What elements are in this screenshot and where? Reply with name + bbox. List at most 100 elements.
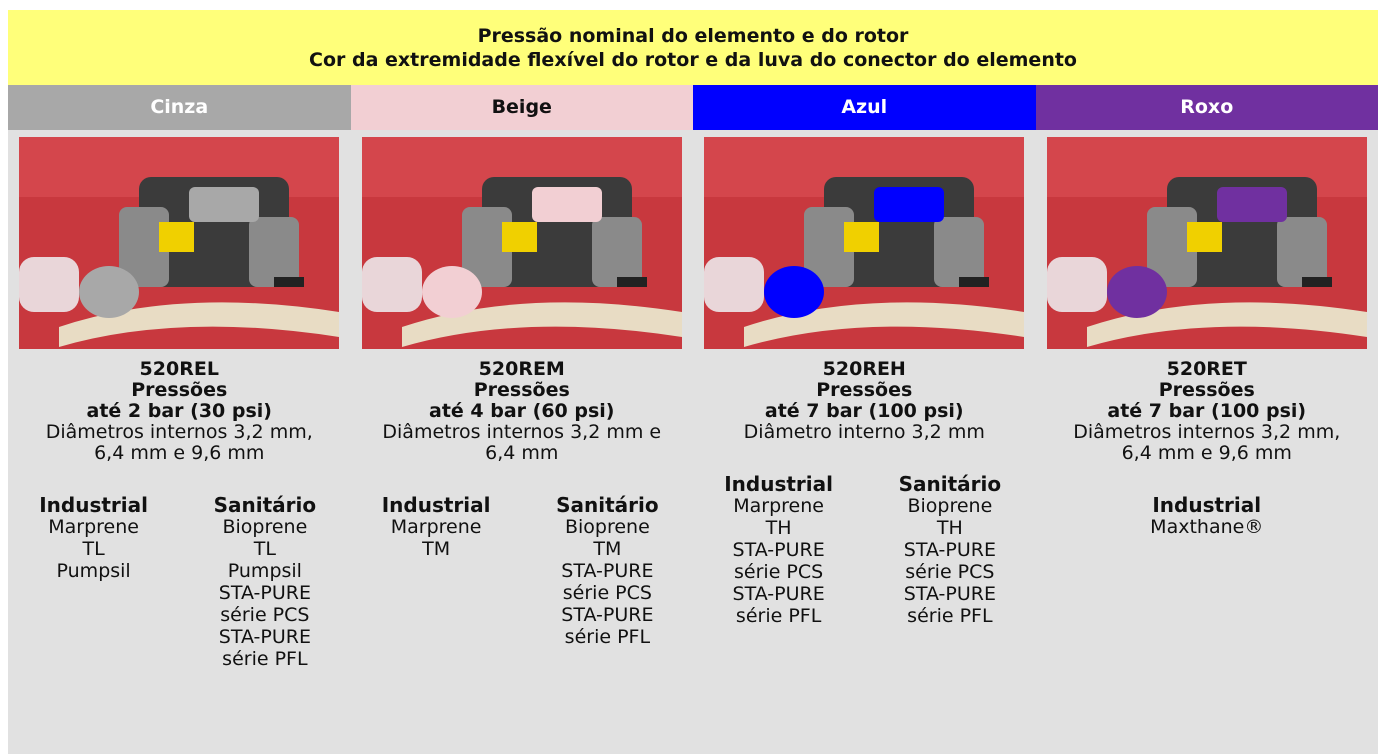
photo-shape <box>501 222 537 252</box>
photo-shape <box>274 277 305 287</box>
photo-shape <box>616 277 647 287</box>
tube-item: STA-PURE <box>218 626 311 648</box>
description: 520REM Pressões até 4 bar (60 psi) Diâmetro… <box>372 359 672 464</box>
product-photo <box>19 137 340 349</box>
pressure-label: Pressões <box>473 379 570 401</box>
pressure: até 2 bar (30 psi) <box>86 400 273 422</box>
photo-shape <box>1276 217 1327 287</box>
photo-shape <box>461 207 512 287</box>
product-photo <box>1046 137 1367 349</box>
photo-shape <box>1106 266 1167 318</box>
photo-shape <box>421 266 482 318</box>
model: 520REL <box>139 358 219 380</box>
tube-item: série PFL <box>735 605 822 627</box>
group-title: Industrial <box>724 472 834 496</box>
tube-item: série PCS <box>562 582 652 604</box>
tube-item: Marprene <box>733 495 824 517</box>
description: 520RET Pressões até 7 bar (100 psi) Diâmetr… <box>1057 359 1357 464</box>
tube-item: Bioprene <box>222 516 308 538</box>
product-photo <box>704 137 1025 349</box>
photo-shape <box>249 217 300 287</box>
tube-item: STA-PURE <box>561 604 654 626</box>
tube-group: Industrial Maxthane® <box>1127 494 1287 538</box>
tube-item: TM <box>593 538 622 560</box>
tube-item: Marprene <box>390 516 482 538</box>
tube-item: série PCS <box>220 604 310 626</box>
tube-item: série PFL <box>564 626 651 648</box>
color-name: Cinza <box>8 85 351 130</box>
tube-groups: Industrial Marprene TM Sanitário Bioprene TM S… <box>351 494 694 648</box>
photo-shape <box>704 257 765 312</box>
photo-shape <box>1301 277 1332 287</box>
group-title: Industrial <box>39 493 149 517</box>
tube-item: série PFL <box>907 605 993 627</box>
pressure-label: Pressões <box>1158 379 1255 401</box>
tube-item: série PCS <box>905 561 995 583</box>
tube-item: TH <box>765 517 792 539</box>
column: Cinza 520REL Pressões até 2 bar (30 psi) Diâ… <box>8 85 351 670</box>
group-title: Sanitário <box>213 493 317 517</box>
photo-shape <box>361 257 422 312</box>
tube-group: Sanitário Bioprene TL Pumpsil STA-PURE série … <box>185 494 345 670</box>
tube-item: Maxthane® <box>1150 516 1264 538</box>
diameter: Diâmetros internos 3,2 mm, 6,4 mm e 9,6 … <box>1073 421 1341 464</box>
header-line: Cor da extremidade flexível do rotor e d… <box>309 48 1077 71</box>
tube-item: Bioprene <box>907 495 993 517</box>
table: Pressão nominal do elemento e do rotor C… <box>8 10 1378 754</box>
photo-shape <box>844 222 880 252</box>
columns: Cinza 520REL Pressões até 2 bar (30 psi) Diâ… <box>8 85 1378 670</box>
tube-item: TH <box>936 517 963 539</box>
group-title: Industrial <box>381 493 491 517</box>
photo-shape <box>959 277 990 287</box>
photo-shape <box>744 302 1025 347</box>
model: 520REH <box>822 358 906 380</box>
group-title: Sanitário <box>898 472 1002 496</box>
tube-group: Industrial Marprene TH STA-PURE série PCS STA… <box>699 473 859 627</box>
photo-shape <box>874 187 945 222</box>
pressure: até 7 bar (100 psi) <box>764 400 964 422</box>
tube-groups: Industrial Maxthane® <box>1036 494 1378 538</box>
tube-item: Pumpsil <box>227 560 302 582</box>
tube-item: STA-PURE <box>561 560 654 582</box>
pressure: até 7 bar (100 psi) <box>1107 400 1307 422</box>
pressure: até 4 bar (60 psi) <box>429 400 615 422</box>
tube-groups: Industrial Marprene TL Pumpsil Sanitário Biop… <box>8 494 351 670</box>
photo-shape <box>119 207 170 287</box>
tube-item: Bioprene <box>564 516 650 538</box>
tube-item: STA-PURE <box>218 582 311 604</box>
description: 520REH Pressões até 7 bar (100 psi) Diâmetr… <box>714 359 1014 443</box>
photo-shape <box>159 222 195 252</box>
tube-group: Industrial Marprene TM <box>356 494 516 648</box>
diameter: Diâmetros internos 3,2 mm e 6,4 mm <box>382 421 662 464</box>
pressure-label: Pressões <box>131 379 228 401</box>
photo-shape <box>804 207 855 287</box>
column: Roxo 520RET Pressões até 7 bar (100 psi) Diâ… <box>1035 85 1378 670</box>
tube-item: série PCS <box>734 561 824 583</box>
tube-item: TL <box>253 538 276 560</box>
tube-item: TL <box>82 538 105 560</box>
column: Azul 520REH Pressões até 7 bar (100 psi) Diâ… <box>693 85 1036 670</box>
tube-group: Industrial Marprene TL Pumpsil <box>14 494 174 670</box>
tube-item: Marprene <box>48 516 139 538</box>
photo-shape <box>79 266 140 318</box>
description: 520REL Pressões até 2 bar (30 psi) Diâmetro… <box>29 359 329 464</box>
tube-item: Pumpsil <box>56 560 131 582</box>
photo-shape <box>189 187 260 222</box>
tube-item: STA-PURE <box>903 539 996 561</box>
tube-item: série PFL <box>222 648 308 670</box>
photo-shape <box>531 187 602 222</box>
tube-item: STA-PURE <box>732 539 825 561</box>
product-photo <box>361 137 682 349</box>
group-title: Industrial <box>1152 493 1262 517</box>
photo-shape <box>934 217 985 287</box>
diameter: Diâmetro interno 3,2 mm <box>743 421 985 443</box>
photo-shape <box>1186 222 1222 252</box>
tube-item: STA-PURE <box>732 583 825 605</box>
tube-item: TM <box>422 538 451 560</box>
photo-shape <box>401 302 682 347</box>
tube-group: Sanitário Bioprene TM STA-PURE série PCS STA-… <box>527 494 687 648</box>
pressure-label: Pressões <box>816 379 913 401</box>
photo-shape <box>764 266 825 318</box>
tube-group: Sanitário Bioprene TH STA-PURE série PCS STA-… <box>870 473 1030 627</box>
